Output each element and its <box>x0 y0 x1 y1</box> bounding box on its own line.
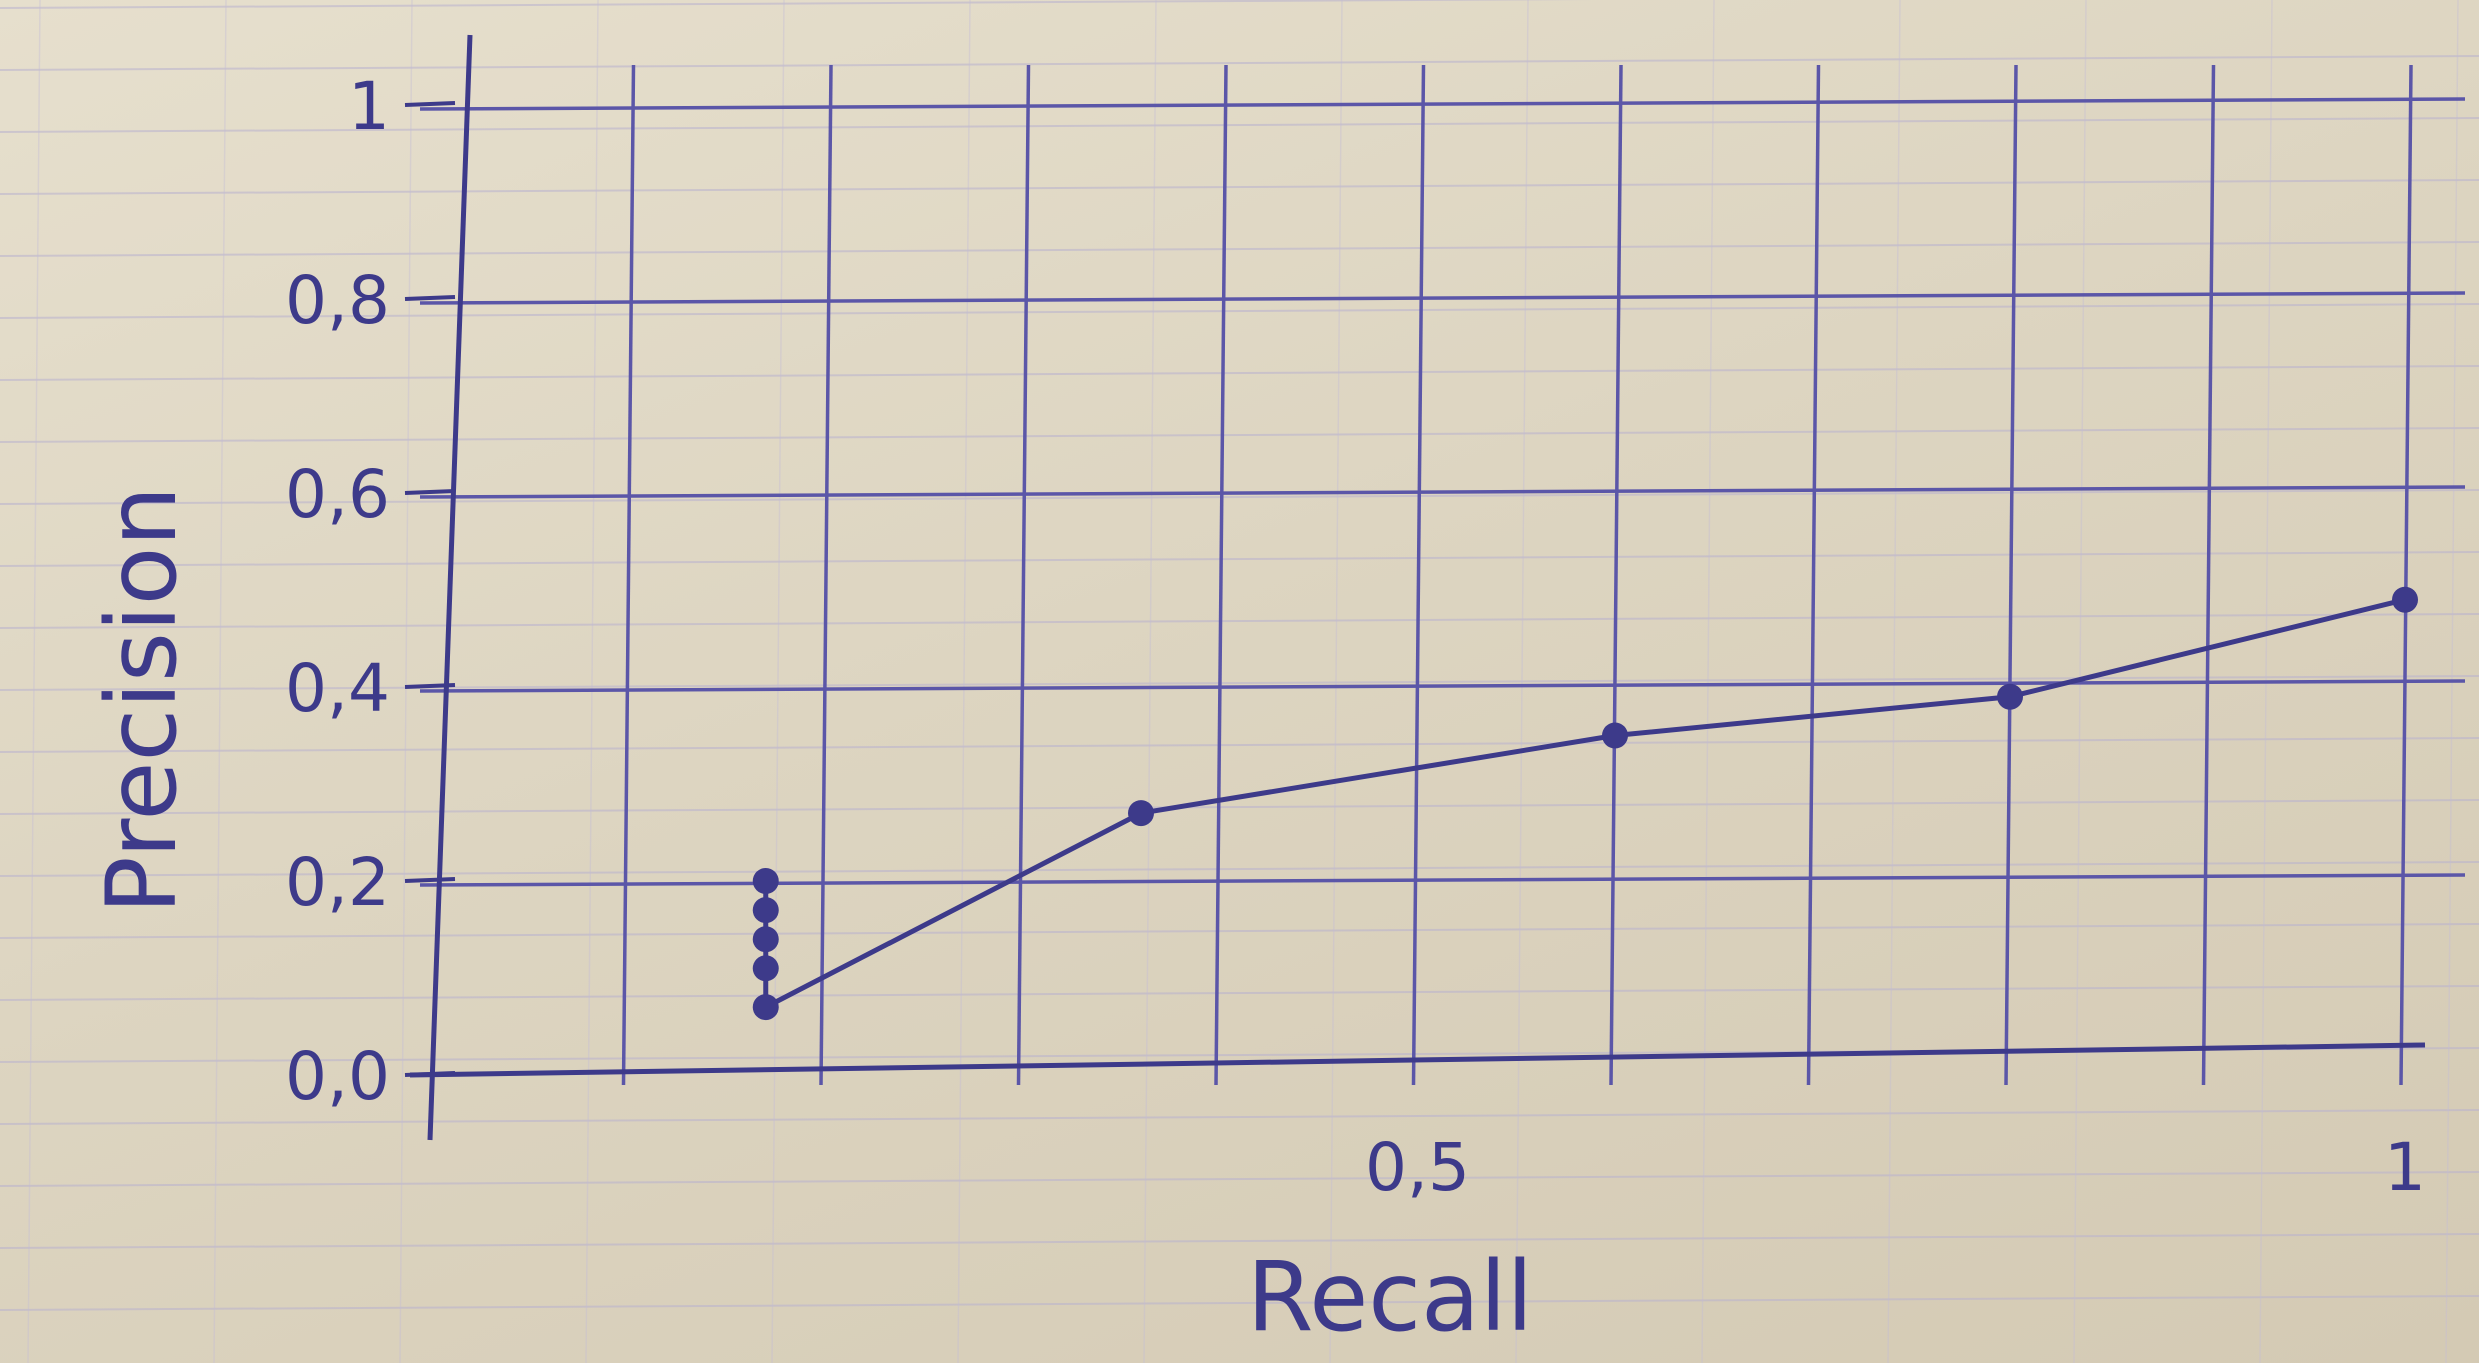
chart-ticks: 0,0 0,2 0,4 0,6 0,8 1 0,5 1 <box>285 68 2426 1206</box>
paper-rule-line <box>0 117 2479 133</box>
data-point <box>752 994 779 1021</box>
paper-rule-line <box>0 1171 2479 1187</box>
data-point <box>752 897 779 924</box>
y-tick-mark <box>404 877 456 883</box>
paper-rule-line <box>0 241 2479 257</box>
grid-line-horizontal <box>419 97 2466 111</box>
grid-line-vertical <box>2004 64 2018 1086</box>
y-tick-label: 0,6 <box>285 456 390 533</box>
grid-line-vertical <box>621 64 636 1086</box>
paper-rule-line <box>0 303 2479 319</box>
paper-column-line <box>1701 0 1715 1363</box>
paper-rule-line <box>0 489 2479 505</box>
paper-column-line <box>585 0 599 1363</box>
data-point <box>1997 683 2023 710</box>
paper-column-line <box>399 0 413 1363</box>
paper-rule-line <box>0 1295 2479 1311</box>
y-tick-label: 1 <box>348 68 390 145</box>
grid-line-horizontal <box>419 485 2466 499</box>
data-point <box>752 868 779 894</box>
paper-column-line <box>771 0 785 1363</box>
grid-line-vertical <box>1806 64 1821 1086</box>
chart-axes <box>409 34 2426 1141</box>
grid-line-horizontal <box>419 873 2466 887</box>
data-point <box>1602 722 1628 749</box>
paper-column-line <box>1887 0 1901 1363</box>
grid-line-vertical <box>1411 64 1426 1086</box>
chart-series <box>752 586 2418 1021</box>
x-tick-label: 0,5 <box>1365 1129 1470 1206</box>
y-axis-title: Precision <box>86 486 198 914</box>
y-tick-label: 0,4 <box>285 650 390 727</box>
grid-line-horizontal <box>419 291 2466 305</box>
paper-rule-line <box>0 0 1594 9</box>
paper-column-line <box>27 0 41 1363</box>
grid-line-vertical <box>1214 64 1228 1086</box>
paper-rule-line <box>0 551 2479 567</box>
paper-rule-line <box>0 1109 2479 1125</box>
paper-rule-line <box>0 55 2479 71</box>
grid-line-vertical <box>2399 64 2413 1086</box>
y-tick-mark <box>404 295 456 301</box>
paper-rule-line <box>0 365 2479 381</box>
paper-rule-line <box>0 985 2479 1001</box>
y-axis-line <box>427 34 473 1141</box>
x-tick-label: 1 <box>2384 1129 2426 1206</box>
x-axis-title: Recall <box>1247 1241 1533 1353</box>
y-tick-mark <box>404 489 456 495</box>
y-tick-mark <box>404 101 456 107</box>
paper-column-line <box>1515 0 1529 1363</box>
paper-rule-line <box>0 799 2479 815</box>
grid-line-vertical <box>1609 64 1623 1086</box>
paper-rule-line <box>0 613 2479 629</box>
data-point <box>2392 586 2418 613</box>
paper-column-line <box>957 0 971 1363</box>
grid-line-vertical <box>1016 64 1031 1086</box>
grid-line-vertical <box>2201 64 2216 1086</box>
y-tick-label: 0,2 <box>285 844 390 921</box>
paper-rule-line <box>0 179 2479 195</box>
data-point <box>752 926 779 953</box>
paper-column-line <box>213 0 227 1363</box>
y-tick-label: 0,8 <box>285 262 390 339</box>
data-point <box>752 955 779 982</box>
grid-line-vertical <box>819 64 833 1086</box>
y-tick-label: 0,0 <box>285 1038 390 1115</box>
paper-column-line <box>1143 0 1157 1363</box>
paper-rule-line <box>0 861 2479 877</box>
paper-rule-line <box>0 1233 2479 1249</box>
data-point <box>1128 800 1154 827</box>
series-line <box>763 597 2406 1010</box>
y-tick-mark <box>404 1071 456 1077</box>
y-tick-mark <box>404 683 456 689</box>
paper-column-line <box>1329 0 1343 1363</box>
chart-grid <box>419 64 2466 1086</box>
paper-rule-line <box>0 737 2479 753</box>
paper-rule-line <box>0 923 2479 939</box>
grid-line-horizontal <box>419 679 2466 693</box>
paper-rule-line <box>0 427 2479 443</box>
x-axis-line <box>409 1042 2426 1078</box>
